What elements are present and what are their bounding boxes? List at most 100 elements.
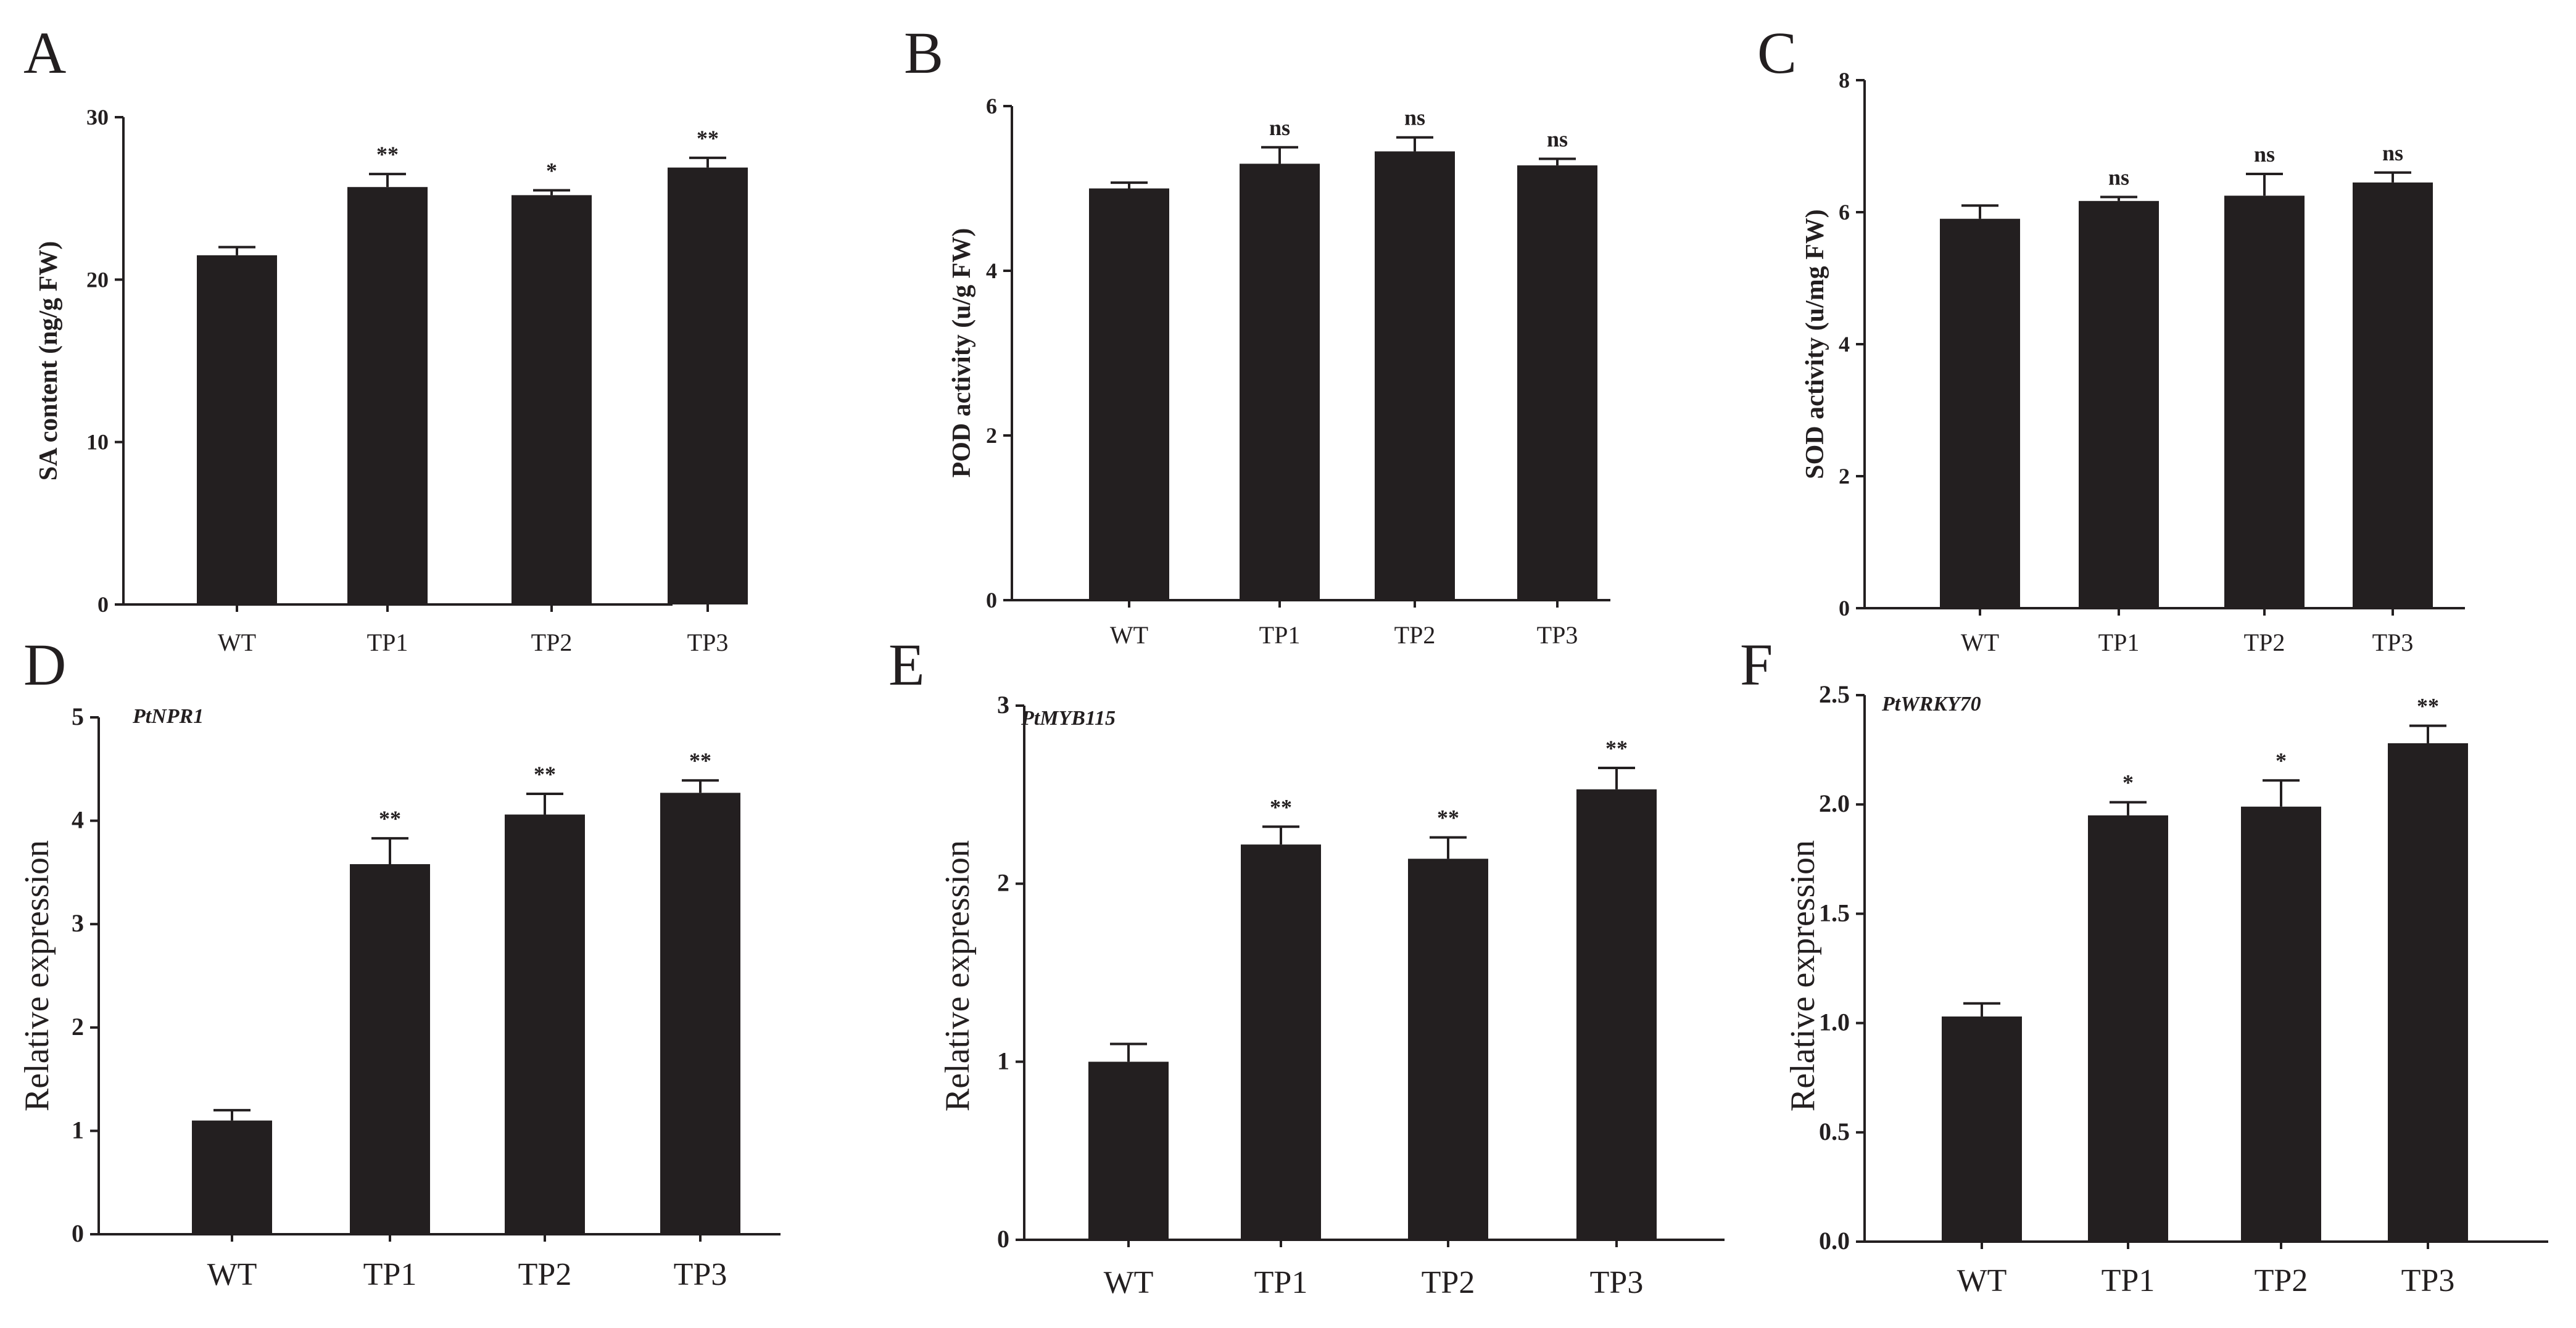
bar-TP2 <box>505 814 585 1234</box>
y-tick-label: 2.0 <box>1819 790 1850 817</box>
y-axis-label: SA content (ng/g FW) <box>35 241 63 481</box>
y-axis-label: Relative expression <box>18 840 56 1111</box>
bar-WT <box>1089 188 1169 600</box>
bar-TP1 <box>1240 163 1320 600</box>
significance-label: ns <box>1269 115 1290 140</box>
y-tick-label: 5 <box>72 703 84 730</box>
x-tick-label: TP1 <box>367 629 408 656</box>
panel-letter: B <box>904 20 943 86</box>
y-tick-label: 20 <box>86 267 109 292</box>
x-tick-label: WT <box>1961 629 1999 656</box>
gene-annotation: PtNPR1 <box>132 705 204 728</box>
y-tick-label: 1 <box>72 1116 84 1144</box>
y-tick-label: 0 <box>986 588 997 612</box>
significance-label: ns <box>2254 142 2275 167</box>
y-tick-label: 0 <box>72 1219 84 1247</box>
significance-label: ** <box>2417 694 2439 719</box>
x-tick-label: TP2 <box>1422 1265 1475 1300</box>
x-tick-label: TP3 <box>674 1257 727 1292</box>
x-tick-label: WT <box>218 629 256 656</box>
x-tick-label: TP1 <box>1259 621 1301 649</box>
y-tick-label: 6 <box>1839 200 1850 225</box>
y-tick-label: 3 <box>72 909 84 937</box>
y-tick-label: 3 <box>997 691 1009 719</box>
bar-TP2 <box>1408 859 1488 1240</box>
y-axis-label: POD activity (u/g FW) <box>948 228 976 478</box>
bar-TP1 <box>350 864 430 1234</box>
y-tick-label: 2 <box>997 869 1009 897</box>
panel-E: E 0 1 2 3 Relative expression PtMYB115 WT TP1 ** T… <box>888 632 1725 1300</box>
panel-C: C 0 2 4 6 8 SOD activity (u/mg FW) WT TP1 ns TP2 ns… <box>1757 20 2465 656</box>
gene-annotation: PtMYB115 <box>1021 707 1116 730</box>
y-tick-label: 8 <box>1839 68 1850 93</box>
bar-TP1 <box>347 187 428 604</box>
x-tick-label: TP2 <box>531 629 573 656</box>
x-tick-label: TP2 <box>2244 629 2285 656</box>
bar-TP1 <box>1241 844 1321 1240</box>
bar-TP2 <box>1375 151 1455 601</box>
panel-A: A 0 10 20 30 SA content (ng/g FW) WT TP1 ** TP2 * T… <box>23 20 748 656</box>
bar-TP3 <box>668 167 748 605</box>
significance-label: * <box>2123 770 2134 795</box>
x-tick-label: WT <box>207 1257 257 1292</box>
bar-TP1 <box>2088 815 2168 1242</box>
y-tick-label: 0 <box>97 592 109 617</box>
bar-TP2 <box>2241 806 2321 1242</box>
bar-TP3 <box>1576 789 1657 1240</box>
panel-letter: E <box>888 632 925 698</box>
x-tick-label: WT <box>1957 1263 2007 1298</box>
x-tick-label: WT <box>1110 621 1148 649</box>
x-tick-label: TP3 <box>2401 1263 2455 1298</box>
panel-D: D 0 1 2 3 4 5 Relative expression PtNPR1 WT TP1 ** T… <box>18 632 781 1292</box>
bar-TP3 <box>1517 165 1597 600</box>
bar-WT <box>1940 218 2020 608</box>
x-tick-label: TP3 <box>2372 629 2414 656</box>
y-axis-label: Relative expression <box>1784 840 1822 1111</box>
panel-letter: D <box>23 632 66 698</box>
panel-F: F 0.0 0.5 1.0 1.5 2.0 2.5 Relative expression Pt… <box>1740 632 2548 1298</box>
y-tick-label: 4 <box>1839 332 1850 357</box>
x-tick-label: TP1 <box>363 1257 417 1292</box>
x-tick-label: WT <box>1104 1265 1154 1300</box>
y-axis-label: SOD activity (u/mg FW) <box>1801 209 1829 479</box>
significance-label: ** <box>379 806 401 831</box>
y-tick-label: 0.5 <box>1819 1118 1850 1145</box>
x-tick-label: TP1 <box>2098 629 2140 656</box>
y-tick-label: 1.5 <box>1819 899 1850 926</box>
bar-TP1 <box>2079 200 2159 608</box>
y-tick-label: 6 <box>986 94 997 118</box>
bar-WT <box>192 1120 272 1234</box>
x-tick-label: TP3 <box>1537 621 1578 649</box>
gene-annotation: PtWRKY70 <box>1881 693 1981 716</box>
y-tick-label: 2 <box>1839 464 1850 489</box>
panel-B: B 0 2 4 6 POD activity (u/g FW) WT TP1 ns TP2 ns TP… <box>904 20 1610 649</box>
y-tick-label: 1 <box>997 1047 1009 1074</box>
significance-label: ** <box>534 762 556 786</box>
bar-WT <box>1088 1062 1169 1240</box>
x-tick-label: TP1 <box>1254 1265 1308 1300</box>
x-tick-label: TP2 <box>2255 1263 2308 1298</box>
significance-label: * <box>2276 748 2287 773</box>
y-tick-label: 0 <box>997 1225 1009 1253</box>
significance-label: ** <box>1437 806 1459 830</box>
x-tick-label: TP2 <box>518 1257 572 1292</box>
panel-letter: C <box>1757 20 1797 86</box>
y-tick-label: 2 <box>986 423 997 448</box>
y-tick-label: 2 <box>72 1013 84 1041</box>
panel-letter: F <box>1740 632 1773 698</box>
y-tick-label: 30 <box>86 105 109 130</box>
bar-TP3 <box>2388 743 2468 1242</box>
significance-label: ** <box>1270 794 1292 819</box>
significance-label: ns <box>2382 141 2403 165</box>
significance-label: ** <box>689 748 711 773</box>
y-axis-label: Relative expression <box>938 840 977 1111</box>
y-tick-label: 1.0 <box>1819 1008 1850 1036</box>
x-tick-label: TP1 <box>2102 1263 2155 1298</box>
significance-label: ns <box>2108 165 2129 189</box>
x-tick-label: TP3 <box>687 629 729 656</box>
y-tick-label: 4 <box>72 806 84 834</box>
bar-WT <box>1942 1016 2022 1242</box>
bar-TP2 <box>2224 196 2305 608</box>
bar-TP3 <box>2353 182 2433 609</box>
